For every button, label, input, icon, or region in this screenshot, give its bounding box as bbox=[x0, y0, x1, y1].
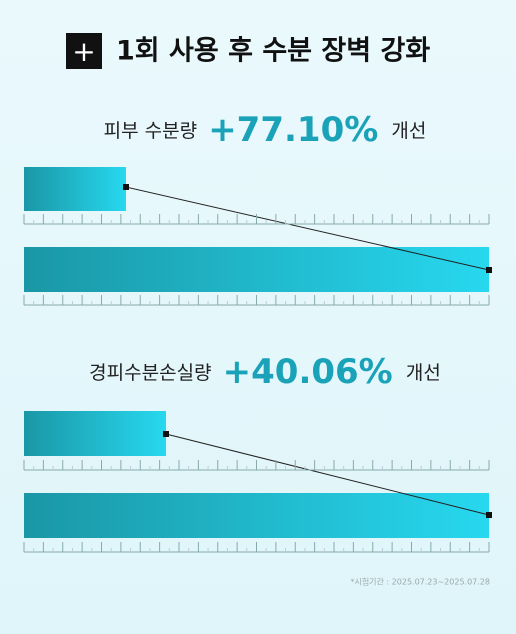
section-value: +40.06% bbox=[223, 352, 393, 392]
icon: + bbox=[72, 35, 95, 68]
dot bbox=[123, 184, 129, 190]
bar-before bbox=[24, 411, 166, 456]
section-label: 피부 수분량 bbox=[104, 120, 197, 142]
section-heading: 피부 수분량 +77.10% 개선 bbox=[104, 110, 427, 150]
ruler bbox=[23, 295, 490, 306]
ruler bbox=[23, 214, 490, 225]
bar-after bbox=[24, 247, 489, 292]
dot bbox=[486, 512, 492, 518]
section-label: 경피수분손실량 bbox=[89, 362, 211, 384]
section-suffix: 개선 bbox=[406, 362, 441, 384]
title: 1회 사용 후 수분 장벽 강화 bbox=[116, 36, 430, 67]
footnote: *시험기간 : 2025.07.23~2025.07.28 bbox=[350, 577, 490, 587]
icon-box bbox=[66, 33, 102, 69]
bar-after bbox=[24, 493, 489, 538]
dot bbox=[486, 267, 492, 273]
ruler bbox=[23, 542, 490, 553]
section-suffix: 개선 bbox=[391, 120, 426, 142]
section-value: +77.10% bbox=[208, 110, 378, 150]
dot bbox=[163, 431, 169, 437]
bar-before bbox=[24, 167, 126, 211]
section-heading: 경피수분손실량 +40.06% 개선 bbox=[89, 352, 441, 392]
ruler bbox=[23, 460, 490, 471]
connector bbox=[125, 186, 490, 271]
connector bbox=[165, 433, 490, 516]
